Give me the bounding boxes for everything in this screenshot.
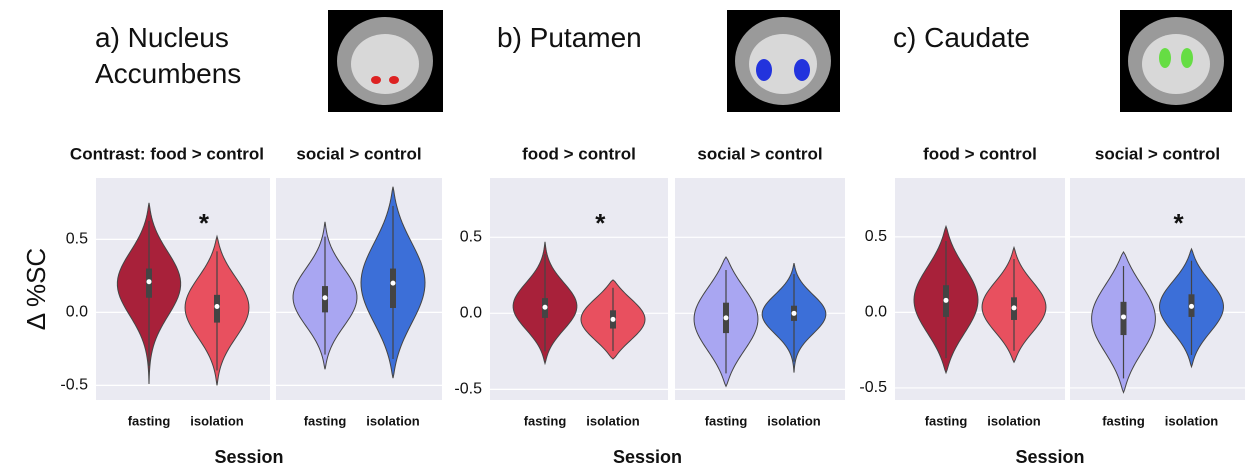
significance-marker: * [595,208,606,238]
y-tick-label: 0.5 [460,229,482,246]
significance-marker: * [199,208,210,238]
brain-image [1120,10,1232,112]
category-label: isolation [586,413,640,428]
y-tick-label: 0.0 [66,304,88,321]
y-tick-label: 0.5 [66,231,88,248]
category-label: isolation [366,413,420,428]
plot-background [675,178,845,400]
median-dot [1121,314,1126,320]
category-label: fasting [925,413,968,428]
median-dot [610,316,616,322]
brain-image [328,10,443,112]
y-tick-label: -0.5 [454,381,482,398]
facet-title: food > control [522,144,636,163]
median-dot [146,279,152,285]
facet-title: social > control [697,144,822,163]
median-dot [943,297,949,303]
median-dot [214,304,220,310]
y-tick-label: -0.5 [859,379,887,396]
median-dot [723,315,729,321]
x-axis-label: Session [613,447,682,467]
y-tick-label: 0.0 [865,304,887,321]
category-label: isolation [1165,413,1219,428]
y-tick-label: 0.0 [460,305,482,322]
category-label: fasting [128,413,171,428]
y-tick-label: -0.5 [60,377,88,394]
panel-title: c) Caudate [893,22,1030,53]
x-axis-label: Session [214,447,283,467]
plot-background [1070,178,1245,400]
category-label: fasting [304,413,347,428]
facet-title: food > control [923,144,1037,163]
panel-title: b) Putamen [497,22,642,53]
significance-marker: * [1173,208,1184,238]
panel-title: a) Nucleus Accumbens [95,22,242,89]
facet-title: Contrast: food > control [70,144,264,163]
iqr-box [390,268,396,308]
median-dot [322,295,328,301]
median-dot [542,304,548,310]
facet-title: social > control [296,144,421,163]
median-dot [791,310,797,316]
y-tick-label: 0.5 [865,228,887,245]
category-label: isolation [767,413,821,428]
category-label: isolation [987,413,1041,428]
category-label: fasting [524,413,567,428]
plot-background [490,178,668,400]
category-label: fasting [705,413,748,428]
brain-image [727,10,840,112]
y-axis-label: Δ %SC [21,248,51,330]
median-dot [1189,303,1194,309]
category-label: isolation [190,413,244,428]
median-dot [390,280,396,286]
median-dot [1011,305,1017,311]
facet-title: social > control [1095,144,1220,163]
category-label: fasting [1102,413,1145,428]
x-axis-label: Session [1015,447,1084,467]
